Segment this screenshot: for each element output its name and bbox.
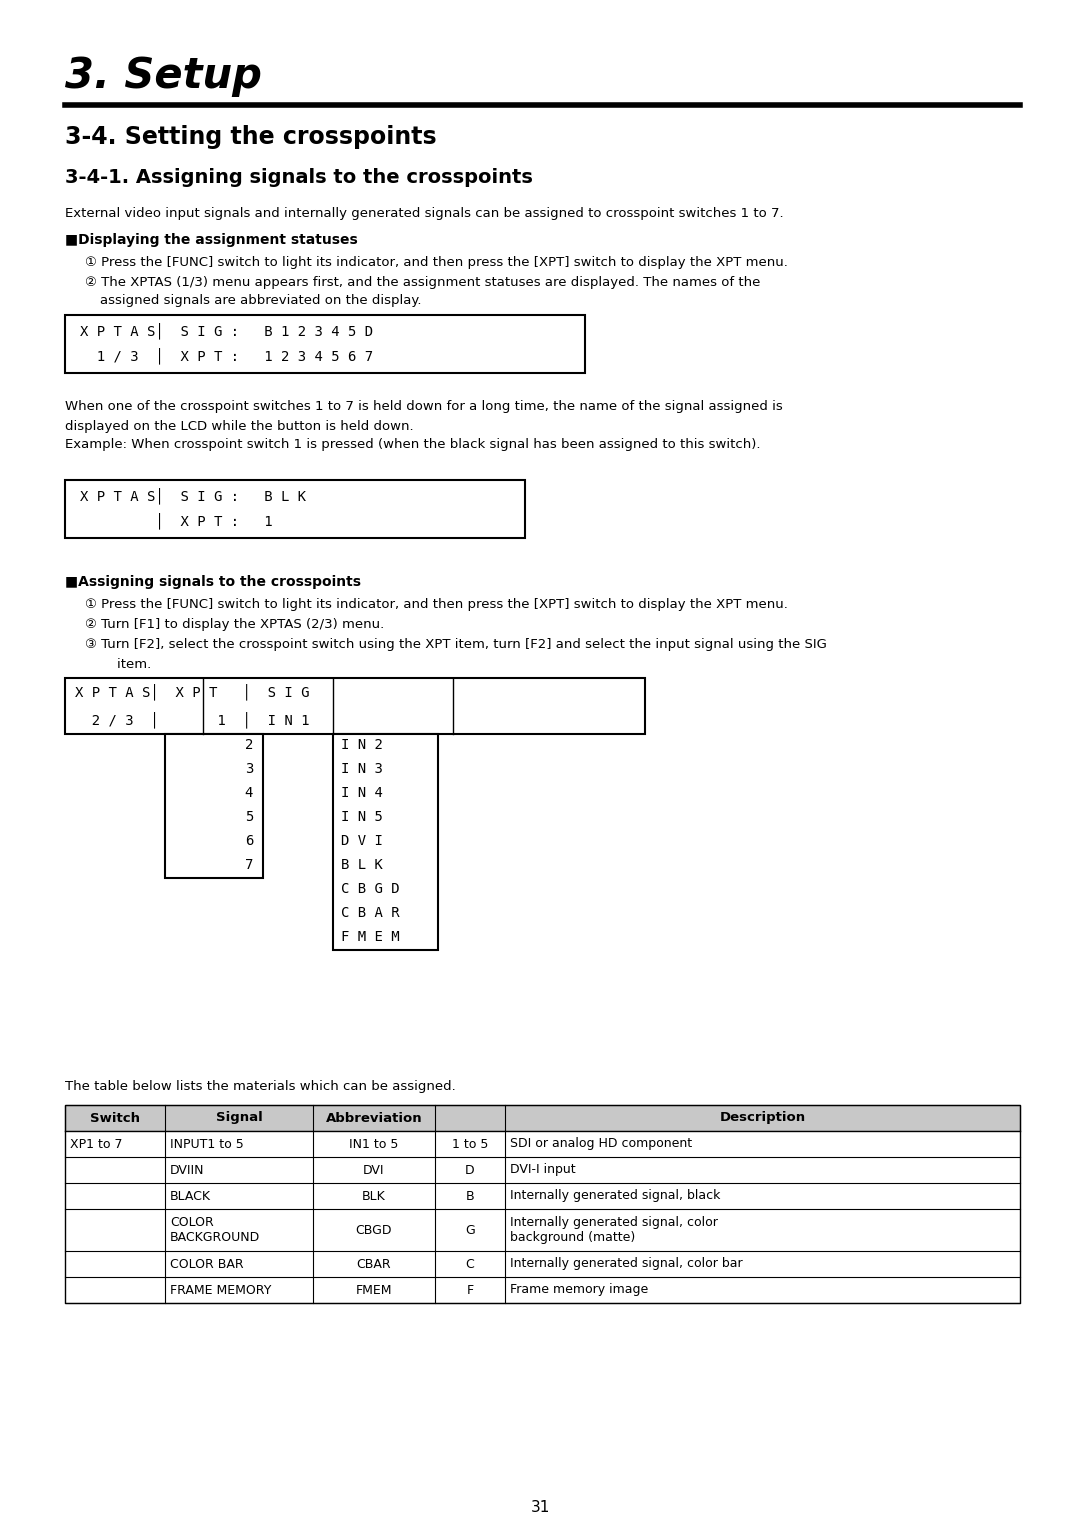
Text: D: D [465, 1163, 475, 1177]
Text: FMEM: FMEM [355, 1283, 392, 1297]
Text: F: F [467, 1283, 473, 1297]
Text: G: G [465, 1224, 475, 1236]
Text: ■Assigning signals to the crosspoints: ■Assigning signals to the crosspoints [65, 575, 361, 588]
Bar [65, 1105, 1020, 1131]
Text: B L K: B L K [341, 858, 383, 872]
Text: I N 5: I N 5 [341, 809, 383, 824]
Bar [65, 678, 645, 735]
Text: 3. Setup: 3. Setup [65, 55, 261, 98]
Text: assigned signals are abbreviated on the display.: assigned signals are abbreviated on the … [100, 294, 421, 306]
Text: 5: 5 [245, 809, 253, 824]
Text: ① Press the [FUNC] switch to light its indicator, and then press the [XPT] switc: ① Press the [FUNC] switch to light its i… [85, 256, 788, 270]
Text: I N 2: I N 2 [341, 738, 383, 751]
Text: 2 / 3  │       1  │  I N 1: 2 / 3 │ 1 │ I N 1 [75, 712, 310, 727]
Text: CBAR: CBAR [356, 1257, 391, 1271]
Text: Switch: Switch [90, 1111, 140, 1125]
Text: IN1 to 5: IN1 to 5 [349, 1137, 399, 1151]
Bar [165, 735, 264, 878]
Text: I N 3: I N 3 [341, 762, 383, 776]
Text: I N 4: I N 4 [341, 786, 383, 800]
Text: DVI: DVI [363, 1163, 384, 1177]
Bar [65, 1157, 1020, 1183]
Text: X P T A S│  S I G :   B 1 2 3 4 5 D: X P T A S│ S I G : B 1 2 3 4 5 D [80, 322, 373, 338]
Bar [65, 1251, 1020, 1277]
Text: ■Displaying the assignment statuses: ■Displaying the assignment statuses [65, 233, 357, 247]
Bar [65, 1183, 1020, 1209]
Bar [65, 1277, 1020, 1303]
Text: SDI or analog HD component: SDI or analog HD component [510, 1137, 692, 1151]
Text: Internally generated signal, black: Internally generated signal, black [510, 1190, 720, 1202]
Text: F M E M: F M E M [341, 930, 400, 943]
Text: Description: Description [719, 1111, 806, 1125]
Bar [65, 1131, 1020, 1157]
Text: 6: 6 [245, 834, 253, 847]
Text: 4: 4 [245, 786, 253, 800]
Text: COLOR BAR: COLOR BAR [170, 1257, 244, 1271]
Text: When one of the crosspoint switches 1 to 7 is held down for a long time, the nam: When one of the crosspoint switches 1 to… [65, 399, 783, 413]
Text: 3-4. Setting the crosspoints: 3-4. Setting the crosspoints [65, 125, 436, 149]
Text: 3-4-1. Assigning signals to the crosspoints: 3-4-1. Assigning signals to the crosspoi… [65, 168, 532, 187]
Text: ③ Turn [F2], select the crosspoint switch using the XPT item, turn [F2] and sele: ③ Turn [F2], select the crosspoint switc… [85, 639, 827, 651]
Text: 2: 2 [245, 738, 253, 751]
Text: X P T A S│  S I G :   B L K: X P T A S│ S I G : B L K [80, 488, 306, 503]
Text: Example: When crosspoint switch 1 is pressed (when the black signal has been ass: Example: When crosspoint switch 1 is pre… [65, 437, 760, 451]
Text: D V I: D V I [341, 834, 383, 847]
Text: 1 to 5: 1 to 5 [451, 1137, 488, 1151]
Bar [65, 1209, 1020, 1251]
Text: item.: item. [100, 658, 151, 671]
Bar [333, 735, 438, 949]
Text: C B G D: C B G D [341, 882, 400, 896]
Text: Internally generated signal, color bar: Internally generated signal, color bar [510, 1257, 743, 1271]
Text: displayed on the LCD while the button is held down.: displayed on the LCD while the button is… [65, 421, 414, 433]
Text: Signal: Signal [216, 1111, 262, 1125]
Text: ② The XPTAS (1/3) menu appears first, and the assignment statuses are displayed.: ② The XPTAS (1/3) menu appears first, an… [85, 276, 760, 290]
Text: External video input signals and internally generated signals can be assigned to: External video input signals and interna… [65, 207, 784, 219]
Text: INPUT1 to 5: INPUT1 to 5 [170, 1137, 244, 1151]
Text: Frame memory image: Frame memory image [510, 1283, 648, 1297]
Bar [65, 480, 525, 538]
Text: B: B [465, 1190, 474, 1202]
Text: DVIIN: DVIIN [170, 1163, 204, 1177]
Text: ② Turn [F1] to display the XPTAS (2/3) menu.: ② Turn [F1] to display the XPTAS (2/3) m… [85, 619, 384, 631]
Text: 3: 3 [245, 762, 253, 776]
Text: The table below lists the materials which can be assigned.: The table below lists the materials whic… [65, 1081, 456, 1093]
Text: FRAME MEMORY: FRAME MEMORY [170, 1283, 271, 1297]
Text: XP1 to 7: XP1 to 7 [70, 1137, 122, 1151]
Text: BLK: BLK [362, 1190, 386, 1202]
Text: BLACK: BLACK [170, 1190, 211, 1202]
Text: Internally generated signal, color
background (matte): Internally generated signal, color backg… [510, 1216, 718, 1244]
Text: Abbreviation: Abbreviation [326, 1111, 422, 1125]
Text: CBGD: CBGD [355, 1224, 392, 1236]
Bar [65, 315, 585, 373]
Text: COLOR
BACKGROUND: COLOR BACKGROUND [170, 1216, 260, 1244]
Text: C B A R: C B A R [341, 905, 400, 920]
Text: ① Press the [FUNC] switch to light its indicator, and then press the [XPT] switc: ① Press the [FUNC] switch to light its i… [85, 597, 788, 611]
Text: 1 / 3  │  X P T :   1 2 3 4 5 6 7: 1 / 3 │ X P T : 1 2 3 4 5 6 7 [80, 347, 373, 364]
Text: C: C [465, 1257, 474, 1271]
Text: │  X P T :   1: │ X P T : 1 [80, 512, 272, 529]
Bar [65, 1105, 1020, 1303]
Text: 31: 31 [530, 1500, 550, 1515]
Text: X P T A S│  X P T   │  S I G: X P T A S│ X P T │ S I G [75, 683, 310, 700]
Text: 7: 7 [245, 858, 253, 872]
Text: DVI-I input: DVI-I input [510, 1163, 576, 1177]
